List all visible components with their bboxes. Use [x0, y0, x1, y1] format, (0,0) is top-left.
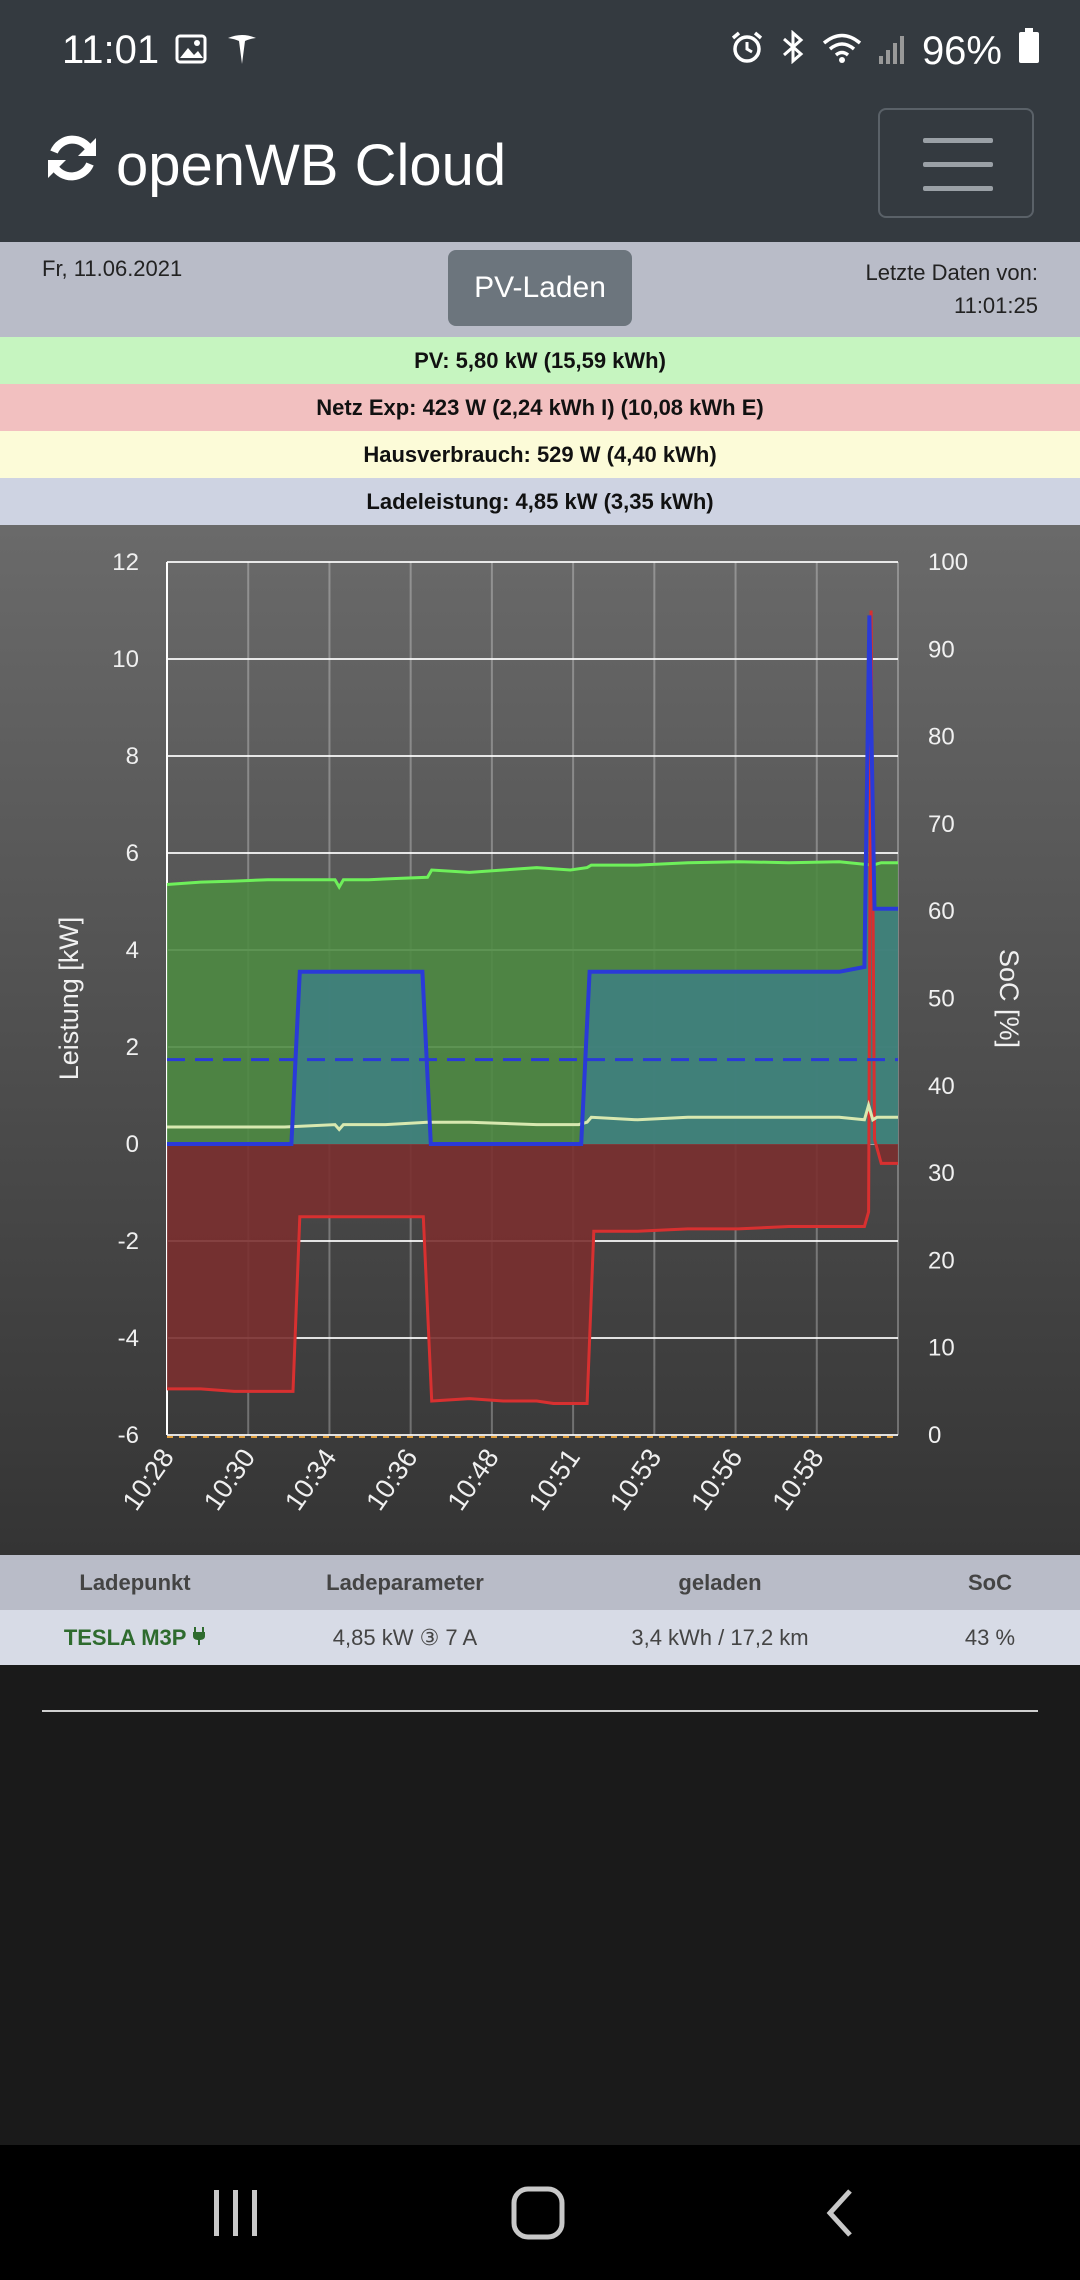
brand[interactable]: openWB Cloud — [42, 128, 506, 202]
table-row[interactable]: TESLA M3P 4,85 kW ③ 7 A 3,4 kWh / 17,2 k… — [0, 1610, 1080, 1665]
home-button[interactable] — [468, 2145, 608, 2280]
header-soc: SoC — [968, 1569, 1012, 1595]
bluetooth-icon — [780, 29, 806, 74]
y2-tick-label: 40 — [928, 1073, 955, 1100]
y-tick-label: 12 — [112, 549, 139, 576]
header-ladepunkt: Ladepunkt — [79, 1569, 191, 1595]
y2-tick-label: 10 — [928, 1335, 955, 1362]
info-row: Fr, 11.06.2021 PV-Laden Letzte Daten von… — [0, 242, 1080, 337]
cell-geladen: 3,4 kWh / 17,2 km — [631, 1624, 809, 1650]
x-tick-label: 10:34 — [279, 1443, 342, 1516]
power-chart[interactable]: 12 10 8 6 4 2 0 -2 -4 -6 100 90 80 70 60 50 40 30 20 10 0 Lei… — [0, 525, 1080, 1555]
charge-mode-button[interactable]: PV-Laden — [448, 250, 632, 326]
y2-tick-label: 90 — [928, 636, 955, 663]
plug-icon — [192, 1625, 206, 1650]
navbar: openWB Cloud — [0, 100, 1080, 242]
y2-tick-label: 80 — [928, 724, 955, 751]
status-left-icons — [175, 34, 259, 71]
x-tick-label: 10:56 — [685, 1443, 748, 1516]
netz-area — [167, 610, 898, 1404]
date-label: Fr, 11.06.2021 — [42, 256, 183, 281]
x-tick-label: 10:53 — [604, 1443, 667, 1516]
back-button[interactable] — [770, 2145, 910, 2280]
summary-netz: Netz Exp: 423 W (2,24 kWh I) (10,08 kWh … — [0, 384, 1080, 431]
summary-ladeleistung: Ladeleistung: 4,85 kW (3,35 kWh) — [0, 478, 1080, 525]
pv-line — [166, 860, 898, 891]
image-icon — [175, 34, 207, 71]
recent-apps-button[interactable] — [166, 2145, 306, 2280]
cell-ladeparameter: 4,85 kW ③ 7 A — [332, 1624, 478, 1650]
x-tick-label: 10:48 — [441, 1443, 504, 1516]
home-icon — [511, 2186, 565, 2239]
y2-tick-label: 0 — [928, 1422, 941, 1449]
y-tick-label: -6 — [118, 1422, 139, 1449]
status-bar: 11:01 96% — [0, 0, 1080, 100]
signal-icon — [878, 29, 906, 74]
x-tick-label: 10:51 — [523, 1443, 586, 1516]
alarm-icon — [730, 29, 764, 74]
y-tick-label: -4 — [118, 1325, 139, 1352]
wifi-icon — [822, 29, 862, 74]
x-tick-label: 10:36 — [360, 1443, 423, 1516]
y-tick-label: 4 — [126, 937, 139, 964]
system-nav-bar — [0, 2145, 1080, 2280]
y2-tick-label: 30 — [928, 1160, 955, 1187]
power-chart-svg[interactable]: 121086420-2-4-61009080706050403020100Lei… — [0, 525, 1080, 1555]
status-right: 96% — [730, 28, 1040, 74]
ladeleistung-line — [167, 615, 898, 1146]
hamburger-icon — [923, 138, 993, 143]
last-data-time: 11:01:25 — [953, 293, 1038, 318]
cell-ladepunkt[interactable]: TESLA M3P — [0, 1625, 270, 1651]
y-tick-label: 6 — [126, 840, 139, 867]
status-time: 11:01 — [62, 28, 160, 72]
header-ladeparameter: Ladeparameter — [326, 1569, 484, 1595]
last-data-label: Letzte Daten von: — [865, 260, 1038, 285]
summary-hausverbrauch: Hausverbrauch: 529 W (4,40 kWh) — [0, 431, 1080, 478]
y2-tick-label: 50 — [928, 986, 955, 1013]
brand-title: openWB Cloud — [116, 132, 507, 198]
y-tick-label: 10 — [112, 646, 139, 673]
hamburger-icon-bar — [923, 162, 993, 167]
battery-percent: 96% — [921, 28, 1002, 73]
table-header: Ladepunkt Ladeparameter geladen SoC — [0, 1555, 1080, 1610]
y-axis-label: Leistung [kW] — [54, 917, 84, 1081]
y2-tick-label: 20 — [928, 1247, 955, 1274]
divider — [42, 1710, 1038, 1712]
last-data: Letzte Daten von: 11:01:25 — [866, 256, 1038, 322]
battery-icon — [1018, 28, 1040, 74]
refresh-icon — [42, 128, 102, 202]
hamburger-icon-bar — [923, 186, 993, 191]
charge-point-table: Ladepunkt Ladeparameter geladen SoC TESL… — [0, 1555, 1080, 1665]
y2-tick-label: 70 — [928, 811, 955, 838]
recents-icon — [214, 2189, 257, 2236]
cell-soc: 43 % — [964, 1624, 1016, 1650]
x-tick-label: 10:30 — [198, 1443, 261, 1516]
y-tick-label: -2 — [118, 1228, 139, 1255]
back-icon — [826, 2188, 852, 2237]
x-tick-label: 10:58 — [766, 1443, 829, 1516]
y-tick-label: 0 — [126, 1131, 139, 1158]
header-geladen: geladen — [678, 1569, 762, 1595]
lade-area — [167, 615, 898, 1144]
y-tick-label: 8 — [126, 743, 139, 770]
ladepunkt-name: TESLA M3P — [63, 1624, 187, 1650]
x-tick-label: 10:28 — [117, 1443, 180, 1516]
tesla-icon — [225, 34, 259, 71]
summary-pv: PV: 5,80 kW (15,59 kWh) — [0, 337, 1080, 384]
menu-toggle-button[interactable] — [878, 108, 1034, 218]
netz-line — [167, 610, 898, 1405]
y2-axis-label: SoC [%] — [994, 949, 1024, 1048]
y2-tick-label: 100 — [928, 549, 968, 576]
y2-tick-label: 60 — [928, 898, 955, 925]
y-tick-label: 2 — [126, 1034, 139, 1061]
